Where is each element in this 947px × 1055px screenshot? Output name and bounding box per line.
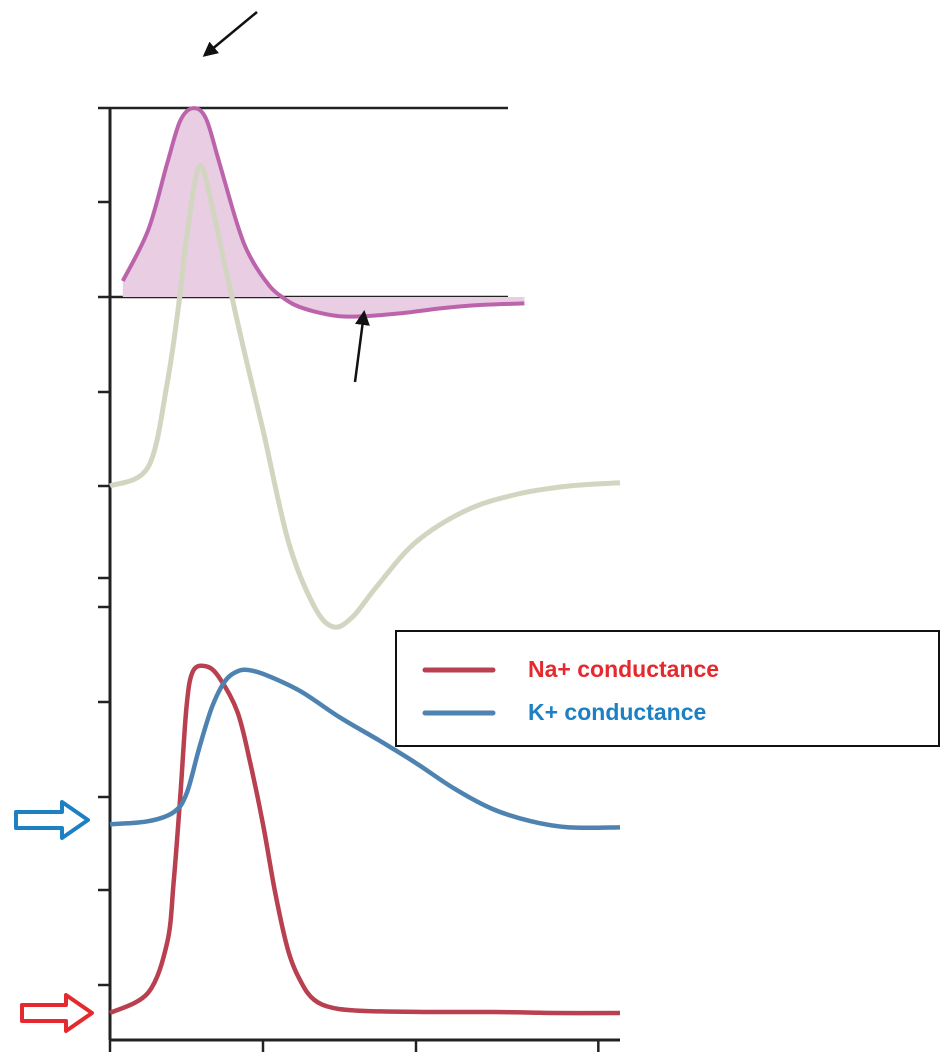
- k-conductance-line: [109, 667, 621, 831]
- action-potential-panel: [108, 163, 621, 630]
- conductance-panel: [108, 663, 621, 1016]
- current-curve: [121, 106, 525, 319]
- legend: Na+ conductance K+ conductance: [395, 630, 940, 747]
- legend-box: [395, 630, 940, 747]
- legend-label-k: K+ conductance: [528, 699, 706, 725]
- bottom-axis-ticks: [108, 1040, 600, 1052]
- arrow-to-peak: [202, 11, 258, 57]
- action-potential-curve: [108, 163, 621, 630]
- arrow-to-undershoot: [353, 310, 370, 383]
- left-axis: [98, 106, 112, 1040]
- k-baseline-arrow: [14, 800, 90, 840]
- na-baseline-arrow: [20, 993, 94, 1033]
- baseline-arrows: [14, 800, 94, 1033]
- legend-label-na: Na+ conductance: [528, 656, 719, 682]
- membrane-current-panel: [110, 11, 525, 383]
- left-axis-ticks: [98, 106, 110, 987]
- bottom-axis: [108, 1038, 620, 1052]
- na-conductance-line: [108, 663, 621, 1016]
